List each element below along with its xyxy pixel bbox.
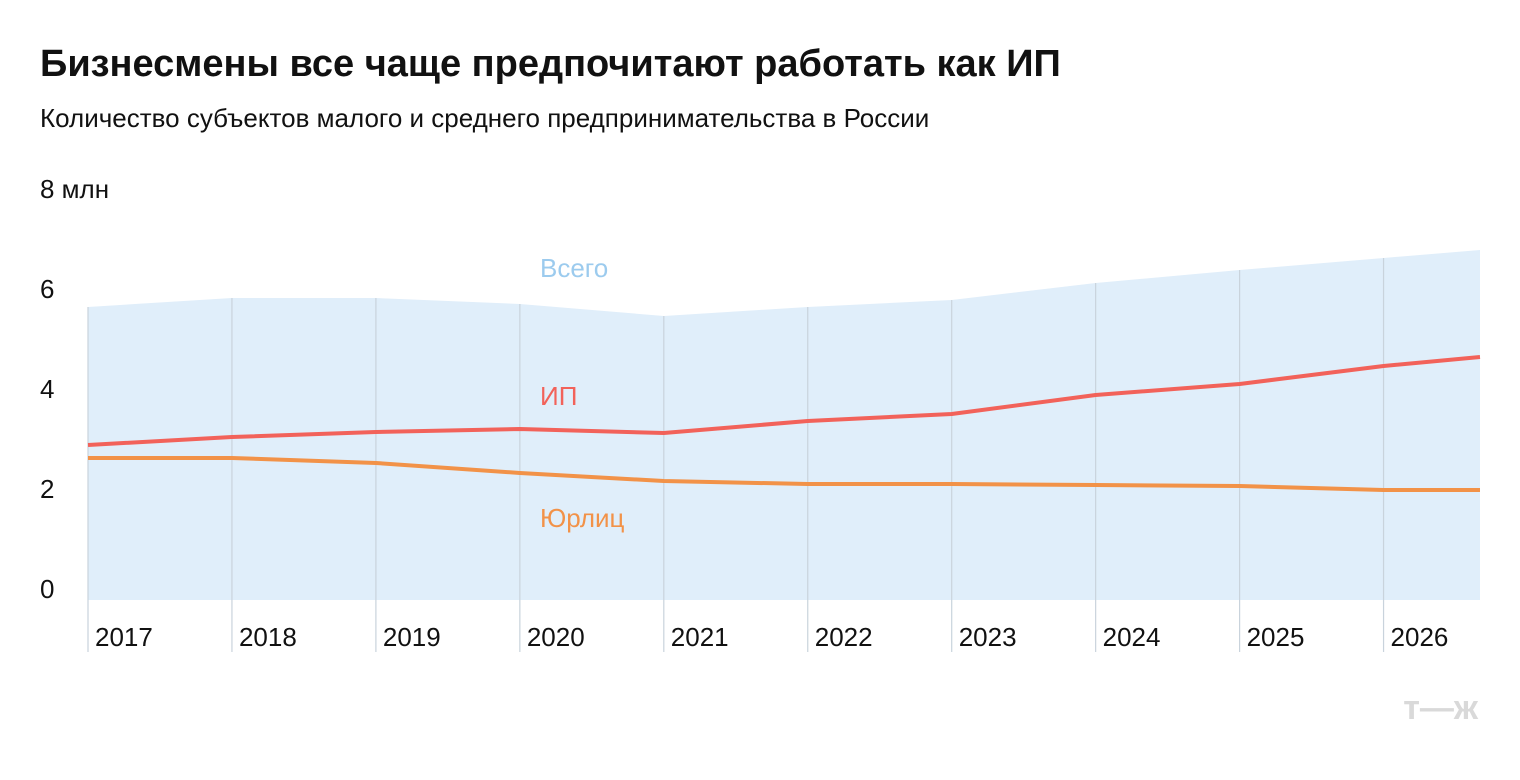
x-tick-label: 2023: [959, 622, 1017, 652]
x-tick-label: 2021: [671, 622, 729, 652]
line: [87, 355, 1481, 447]
y-tick-label: 8 млн: [40, 174, 109, 204]
x-tick-label: 2026: [1391, 622, 1449, 652]
y-tick-label: 2: [40, 474, 54, 504]
series-label: Юрлиц: [540, 503, 625, 533]
area: [88, 250, 1480, 600]
y-tick-label: 4: [40, 374, 54, 404]
x-tick-label: 2019: [383, 622, 441, 652]
chart-subtitle: Количество субъектов малого и среднего п…: [40, 103, 929, 133]
series-label: Всего: [540, 253, 608, 283]
y-tick-label: 6: [40, 274, 54, 304]
x-tick-label: 2025: [1247, 622, 1305, 652]
y-tick-label: 0: [40, 574, 54, 604]
x-tick-label: 2022: [815, 622, 873, 652]
x-tick-label: 2017: [95, 622, 153, 652]
logo: т—ж: [1403, 689, 1479, 727]
line: [88, 456, 1480, 492]
x-tick-label: 2020: [527, 622, 585, 652]
x-tick-label: 2024: [1103, 622, 1161, 652]
chart-title: Бизнесмены все чаще предпочитают работат…: [40, 43, 1061, 85]
x-tick-label: 2018: [239, 622, 297, 652]
series-label: ИП: [540, 381, 577, 411]
